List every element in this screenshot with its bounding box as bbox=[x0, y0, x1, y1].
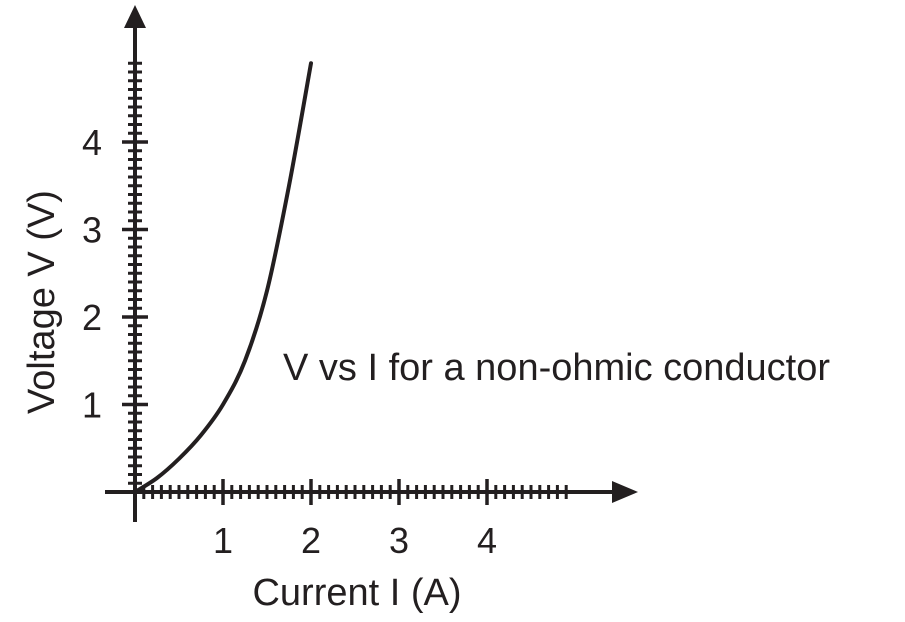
y-axis-title: Voltage V (V) bbox=[21, 190, 63, 414]
tick-labels: 1 2 3 4 1 2 3 4 bbox=[82, 122, 497, 561]
ticks bbox=[122, 61, 568, 505]
x-axis-title: Current I (A) bbox=[252, 572, 461, 614]
y-tick-label: 1 bbox=[82, 385, 102, 426]
x-tick-label: 2 bbox=[301, 520, 321, 561]
x-tick-label: 1 bbox=[213, 520, 233, 561]
x-tick-label: 4 bbox=[477, 520, 497, 561]
x-tick-label: 3 bbox=[389, 520, 409, 561]
x-axis-arrowhead bbox=[612, 481, 638, 503]
y-tick-label: 2 bbox=[82, 297, 102, 338]
data-series-curve bbox=[133, 61, 313, 494]
y-tick-label: 3 bbox=[82, 210, 102, 251]
y-axis-arrowhead bbox=[124, 5, 146, 28]
y-tick-label: 4 bbox=[82, 122, 102, 163]
chart-annotation: V vs I for a non-ohmic conductor bbox=[283, 347, 830, 389]
axes bbox=[105, 5, 638, 522]
